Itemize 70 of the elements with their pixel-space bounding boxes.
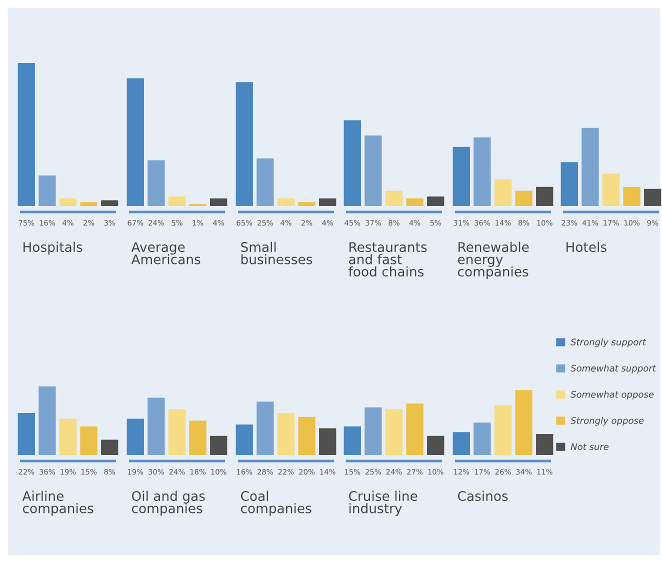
text: Casinos <box>458 490 508 502</box>
bar <box>18 413 35 455</box>
bar <box>474 137 491 206</box>
bar <box>59 418 77 455</box>
bar <box>474 422 491 455</box>
bar <box>344 426 361 455</box>
bar <box>385 409 403 455</box>
bar <box>536 434 554 455</box>
text: Hospitals <box>24 242 82 255</box>
bar <box>319 198 336 206</box>
bar <box>168 409 186 455</box>
bar <box>452 146 470 206</box>
bar <box>126 78 144 206</box>
bar <box>18 63 35 206</box>
bar <box>38 175 56 206</box>
bar <box>494 405 512 455</box>
bar <box>364 135 382 206</box>
bar <box>494 179 512 206</box>
text: Renewable energy companies <box>458 242 529 280</box>
legend-label: Strongly oppose <box>570 416 644 426</box>
bar <box>101 440 118 455</box>
bar <box>277 198 295 206</box>
bar <box>277 413 295 455</box>
legend-label: Strongly support <box>570 338 646 348</box>
bar <box>148 160 165 206</box>
bar <box>452 432 470 455</box>
bar <box>80 426 98 455</box>
bar <box>59 198 77 206</box>
bar <box>560 162 578 206</box>
bar <box>298 416 316 455</box>
bar <box>210 436 228 455</box>
bar <box>385 190 403 206</box>
bar <box>364 407 382 455</box>
bar <box>319 428 336 455</box>
text: Small businesses <box>241 242 312 264</box>
legend-label: Somewhat support <box>570 364 656 374</box>
bar <box>427 436 444 455</box>
bar <box>298 202 316 206</box>
bar <box>515 390 532 455</box>
bar <box>406 404 424 455</box>
text: Hotels <box>566 242 606 252</box>
bar <box>256 158 274 206</box>
text: Average Americans <box>131 242 200 264</box>
bar <box>427 196 444 206</box>
bar <box>406 198 424 206</box>
bar <box>210 198 228 206</box>
bar <box>236 82 253 206</box>
bar <box>582 128 599 206</box>
bar <box>515 190 532 206</box>
bar <box>168 196 186 206</box>
text: Coal companies <box>240 490 312 516</box>
bar <box>189 420 206 455</box>
bar <box>536 186 554 206</box>
bar <box>256 402 274 455</box>
text: Oil and gas companies <box>132 490 205 516</box>
bar <box>236 424 253 455</box>
bar <box>38 386 56 455</box>
bar <box>623 186 640 206</box>
bar <box>644 188 662 206</box>
bar <box>602 174 620 206</box>
bar <box>80 202 98 206</box>
legend-label: Not sure <box>570 443 609 450</box>
text: Airline companies <box>22 490 94 516</box>
text: Restaurants and fast food chains <box>348 242 427 277</box>
bar <box>101 200 118 206</box>
text: Cruise line industry <box>348 490 418 516</box>
legend-label: Somewhat oppose <box>570 390 654 400</box>
bar <box>148 398 165 455</box>
bar <box>126 418 144 455</box>
bar <box>344 120 361 206</box>
